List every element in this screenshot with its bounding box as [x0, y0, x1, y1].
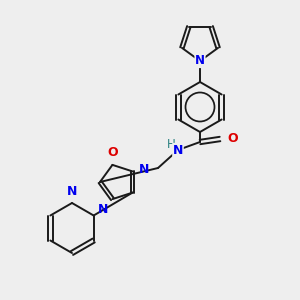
Text: N: N: [98, 203, 108, 216]
Text: N: N: [139, 163, 149, 176]
Text: H: H: [167, 137, 176, 151]
Text: O: O: [227, 133, 238, 146]
Text: O: O: [107, 146, 118, 159]
Text: N: N: [195, 55, 205, 68]
Text: N: N: [67, 185, 77, 198]
Text: N: N: [173, 143, 183, 157]
